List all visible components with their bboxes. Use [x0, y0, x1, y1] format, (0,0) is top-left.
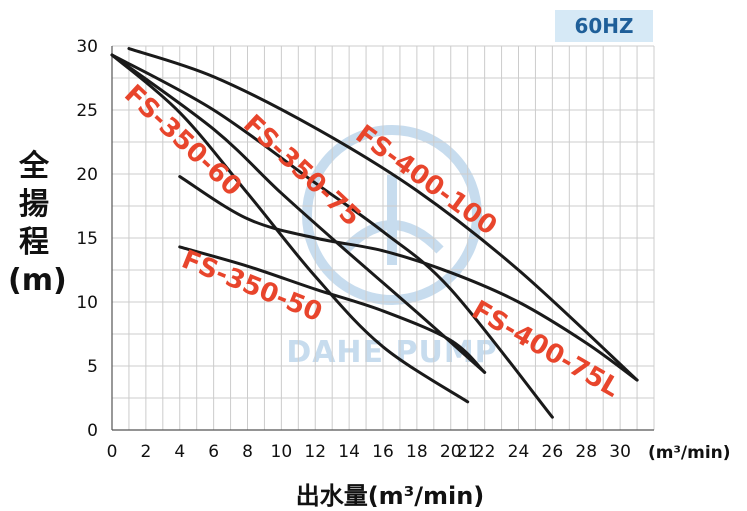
y-axis-label-char-2: 揚 [19, 187, 49, 222]
x-tick-label: 28 [575, 442, 597, 462]
axes [111, 46, 654, 431]
series-line-fs-400-100 [127, 47, 639, 382]
y-axis-label-unit: (m) [8, 263, 67, 298]
y-tick-label: 20 [76, 165, 98, 185]
x-axis-label: 出水量(m³/min) [295, 482, 485, 510]
x-tick-label: 30 [609, 442, 631, 462]
x-tick-label: 0 [107, 442, 118, 462]
series [110, 47, 639, 419]
y-axis-label-char-1: 全 [19, 149, 49, 184]
x-axis-unit: (m³/min) [648, 443, 731, 463]
frequency-badge: 60HZ [555, 10, 653, 42]
x-tick-label: 22 [474, 442, 496, 462]
x-tick-label: 18 [406, 442, 428, 462]
y-tick-label: 15 [76, 229, 98, 249]
series-line-fs-350-50 [178, 245, 487, 374]
x-tick-label: 8 [242, 442, 253, 462]
series-line-fs-350-60 [110, 53, 470, 404]
x-tick-label: 24 [508, 442, 530, 462]
x-tick-label: 10 [271, 442, 293, 462]
x-tick-label: 4 [174, 442, 185, 462]
y-tick-label: 25 [76, 101, 98, 121]
x-tick-label: 2 [140, 442, 151, 462]
series-line-fs-350-75 [110, 53, 487, 374]
y-tick-label: 5 [87, 357, 98, 377]
series-line-unlabeled [178, 175, 639, 382]
series-line-fs-400-75l [110, 53, 554, 419]
x-tick-label: 6 [208, 442, 219, 462]
y-tick-label: 10 [76, 293, 98, 313]
y-axis-label: 全 揚 程 (m) [8, 148, 67, 300]
x-tick-label: 14 [338, 442, 360, 462]
x-tick-label: 12 [304, 442, 326, 462]
y-tick-label: 30 [76, 37, 98, 57]
x-tick-label: 21 [457, 442, 479, 462]
x-tick-label: 16 [372, 442, 394, 462]
series-label-fs-400-75l: FS-400-75L [467, 295, 625, 404]
x-tick-label: 20 [440, 442, 462, 462]
y-tick-label: 0 [87, 421, 98, 441]
y-axis-label-char-3: 程 [19, 225, 49, 260]
x-tick-label: 26 [542, 442, 564, 462]
